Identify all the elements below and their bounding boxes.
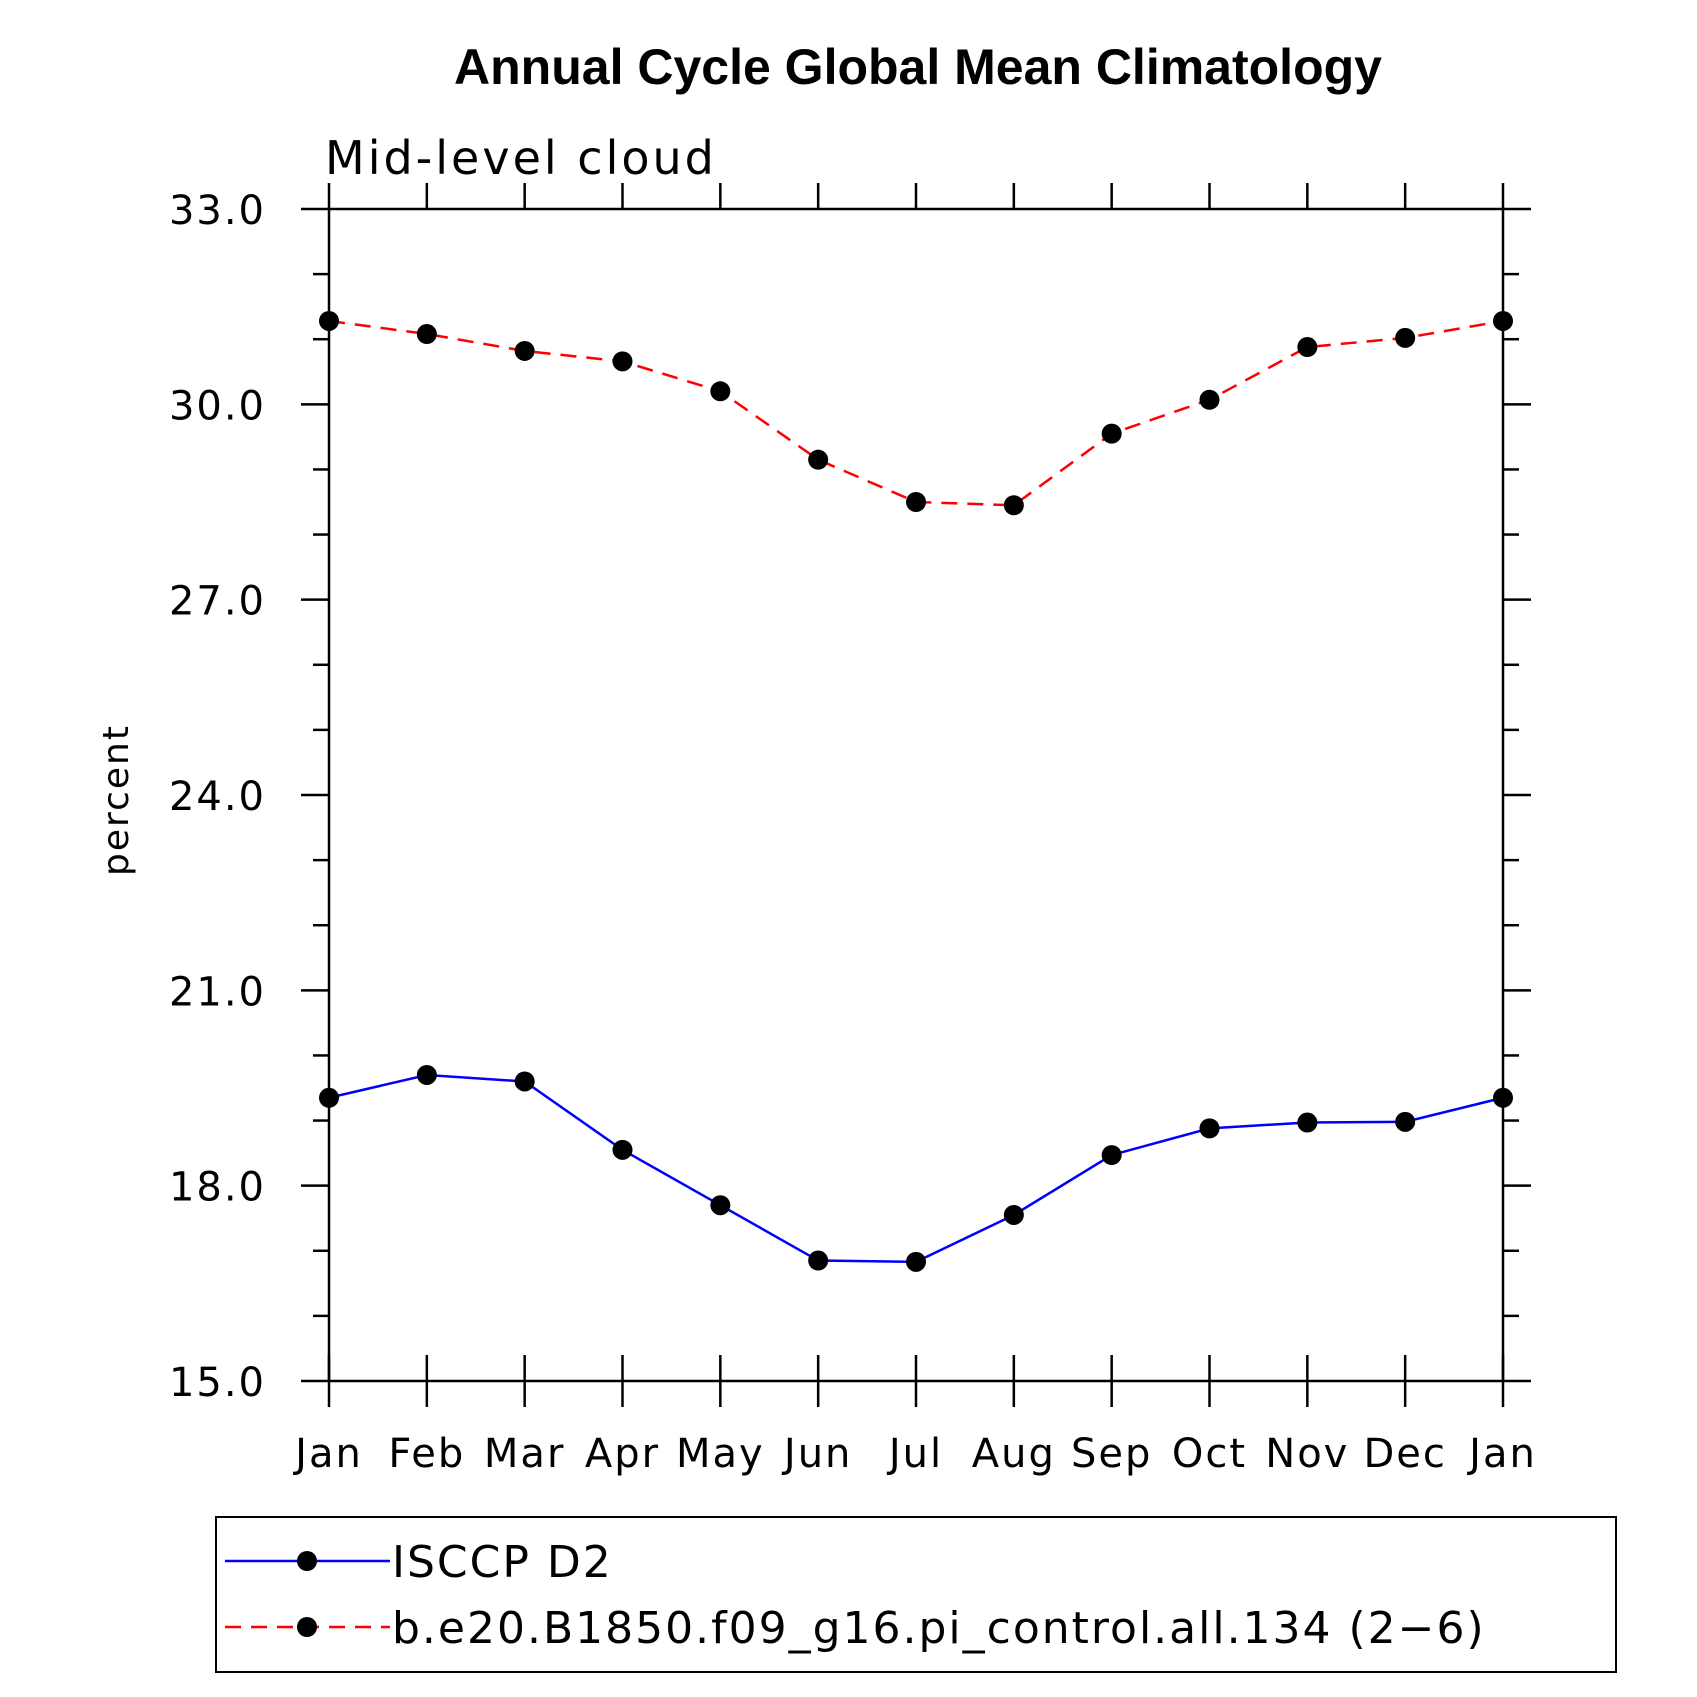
x-tick-label: May — [676, 1431, 765, 1477]
series-2-point — [1101, 423, 1122, 444]
x-tick-label: Jan — [1466, 1431, 1537, 1477]
series-2-point — [416, 324, 437, 345]
x-tick-label: Jan — [292, 1431, 363, 1477]
series-layer — [319, 310, 1513, 1272]
legend-marker-2 — [297, 1617, 317, 1637]
legend-label-2: b.e20.B1850.f09_g16.pi_control.all.134 (… — [392, 1603, 1486, 1654]
series-2-point — [808, 449, 829, 470]
series-1-point — [514, 1071, 535, 1092]
chart-subtitle: Mid-level cloud — [325, 131, 717, 185]
x-tick-label: Dec — [1363, 1431, 1446, 1477]
series-1-point — [808, 1250, 829, 1271]
x-tick-label: Jul — [886, 1431, 943, 1477]
y-tick-label: 27.0 — [169, 579, 266, 625]
series-2-point — [906, 492, 926, 512]
y-tick-label: 33.0 — [169, 188, 266, 234]
y-tick-label: 24.0 — [169, 774, 266, 820]
x-tick-label: Apr — [585, 1431, 660, 1477]
y-tick-label: 30.0 — [169, 383, 266, 429]
series-2-point — [1003, 495, 1024, 516]
x-tick-labels: Jan Feb Mar Apr May Jun Jul Aug Sep Oct Nov Dec Jan — [292, 1431, 1537, 1477]
series-2-point — [514, 340, 535, 361]
series-line-2 — [328, 319, 1504, 507]
y-axis-label: percent — [96, 724, 137, 876]
series-1-point — [906, 1251, 926, 1272]
series-1-point — [1395, 1111, 1416, 1132]
plot-frame — [327, 207, 1505, 1383]
series-1-point — [319, 1087, 339, 1108]
x-tick-label: Oct — [1172, 1431, 1247, 1477]
axis-ticks — [301, 183, 1531, 1407]
series-2-point — [710, 381, 731, 402]
series-1-point — [416, 1064, 437, 1085]
series-line-1 — [328, 1073, 1504, 1264]
y-tick-labels: 15.0 18.0 21.0 24.0 27.0 30.0 33.0 — [169, 188, 266, 1406]
y-tick-label: 21.0 — [169, 969, 266, 1015]
series-2-point — [1199, 389, 1220, 410]
x-tick-label: Sep — [1071, 1431, 1152, 1477]
series-2-point — [1395, 327, 1416, 348]
y-tick-label: 15.0 — [169, 1360, 266, 1406]
series-1-point — [1493, 1087, 1513, 1108]
legend: ISCCP D2 b.e20.B1850.f09_g16.pi_control.a… — [225, 1537, 1486, 1654]
legend-box — [215, 1516, 1617, 1673]
series-1-point — [612, 1139, 633, 1160]
series-1-point — [1199, 1118, 1220, 1139]
y-tick-label: 18.0 — [169, 1165, 266, 1211]
x-tick-label: Jun — [781, 1431, 853, 1477]
series-1-point — [1297, 1112, 1318, 1133]
x-tick-label: Mar — [484, 1431, 565, 1477]
x-tick-label: Nov — [1265, 1431, 1349, 1477]
series-2-point — [1297, 337, 1318, 358]
x-tick-label: Aug — [972, 1431, 1056, 1477]
series-1-point — [1101, 1145, 1122, 1166]
legend-marker-1 — [297, 1551, 317, 1571]
series-2-point — [1493, 310, 1513, 331]
series-1-point — [710, 1195, 731, 1216]
series-2-point — [612, 351, 633, 372]
chart-title: Annual Cycle Global Mean Climatology — [454, 39, 1382, 95]
x-tick-label: Feb — [388, 1431, 465, 1477]
series-2-point — [319, 310, 339, 331]
series-1-point — [1003, 1204, 1024, 1225]
legend-label-1: ISCCP D2 — [392, 1537, 613, 1588]
